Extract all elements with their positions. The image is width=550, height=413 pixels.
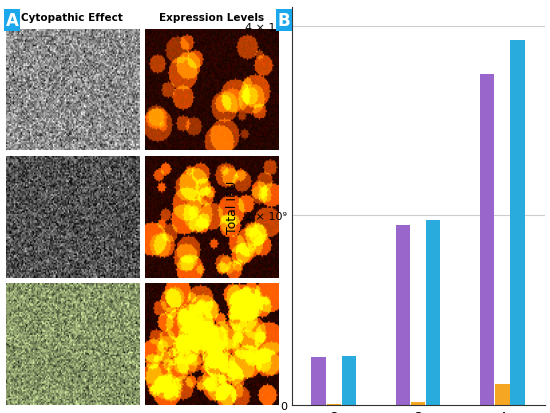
Text: A: A: [6, 12, 18, 30]
Bar: [510, 41, 525, 405]
Bar: [311, 358, 326, 405]
Bar: [495, 384, 509, 405]
Bar: [342, 356, 356, 405]
Text: B: B: [278, 12, 290, 30]
Bar: [327, 404, 341, 405]
Text: Expression Levels: Expression Levels: [159, 13, 264, 23]
Y-axis label: Total IFU: Total IFU: [226, 180, 239, 233]
Bar: [411, 402, 425, 405]
Bar: [426, 221, 441, 405]
Bar: [480, 74, 494, 405]
Bar: [395, 225, 410, 405]
Text: Cytopathic Effect: Cytopathic Effect: [21, 13, 123, 23]
